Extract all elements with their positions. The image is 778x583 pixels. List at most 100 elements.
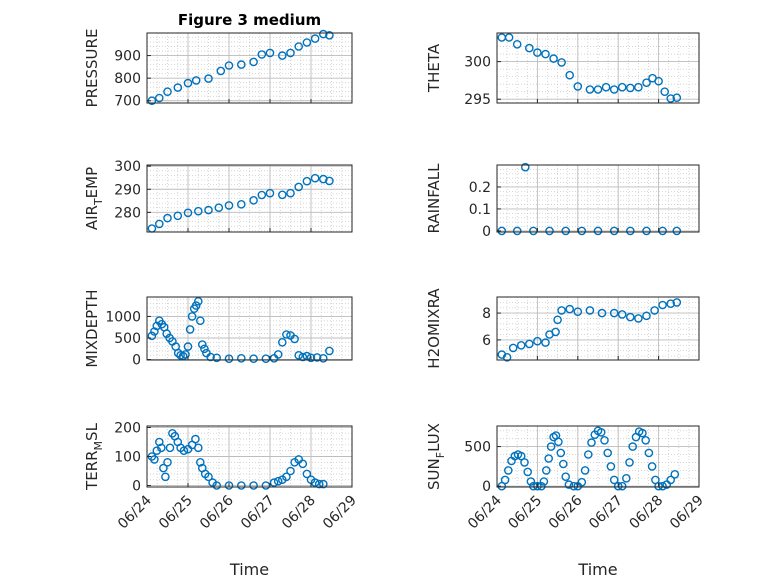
y-tick-label: 295: [464, 92, 491, 108]
data-point: [634, 314, 643, 323]
y-tick-label: 500: [114, 331, 141, 347]
x-tick-label: 06/26: [197, 492, 237, 532]
data-point: [312, 353, 322, 362]
x-tick-label: 06/28: [279, 493, 319, 533]
y-tick-label: 0.1: [469, 202, 491, 218]
data-point: [193, 206, 203, 216]
y-tick-label: 0: [482, 224, 491, 240]
x-axis-label: Time: [229, 560, 269, 579]
data-point: [660, 87, 670, 96]
data-point: [584, 450, 593, 459]
data-point: [183, 78, 193, 88]
data-point: [249, 481, 258, 490]
data-point: [310, 34, 320, 43]
data-point: [154, 437, 164, 447]
axes-box: [146, 296, 353, 361]
data-point: [200, 344, 209, 354]
data-point: [191, 434, 200, 444]
data-point: [654, 76, 663, 86]
data-point: [236, 353, 246, 363]
data-point: [500, 475, 510, 485]
data-point: [603, 448, 613, 458]
data-point: [654, 481, 663, 491]
data-point: [642, 78, 651, 87]
subplot-pressure: 700 800 900 PRESSURE Figure 3 medium: [83, 11, 353, 110]
data-point: [533, 481, 542, 491]
data-point: [193, 296, 203, 306]
data-point: [666, 299, 676, 309]
data-point: [257, 190, 267, 200]
data-point: [542, 466, 551, 475]
data-point: [156, 443, 166, 453]
data-point: [318, 479, 328, 489]
data-point: [533, 336, 542, 346]
data-point: [606, 462, 616, 471]
data-point: [504, 33, 514, 42]
y-tick-label: 900: [114, 49, 141, 65]
x-tick-label: 06/27: [586, 493, 626, 533]
data-point: [216, 66, 226, 76]
data-point: [204, 74, 213, 83]
data-point: [525, 43, 534, 53]
data-point: [191, 76, 201, 85]
data-point: [236, 481, 246, 490]
y-axis-label: PRESSURE: [83, 29, 101, 108]
data-point: [642, 226, 651, 236]
data-point: [236, 60, 246, 69]
data-point: [650, 306, 659, 315]
data-point: [559, 459, 568, 469]
data-point: [206, 352, 215, 362]
data-point: [154, 219, 164, 229]
axes-box: [496, 296, 700, 361]
x-tick-label: 06/24: [115, 492, 155, 532]
data-point: [609, 308, 619, 318]
data-point: [564, 480, 574, 489]
data-point: [609, 85, 619, 94]
data-point: [541, 49, 550, 59]
data-point: [154, 93, 164, 103]
data-point: [224, 354, 234, 364]
data-point: [325, 346, 334, 356]
data-point: [187, 312, 197, 321]
data-point: [647, 462, 657, 471]
data-point: [628, 442, 638, 451]
data-point: [273, 350, 283, 359]
data-point: [195, 457, 205, 467]
data-point: [613, 481, 623, 491]
y-tick-label: 8: [482, 306, 491, 322]
data-point: [551, 327, 560, 337]
subplot-rainfall: 0 0.1 0.2 RAINFALL: [425, 163, 700, 240]
y-tick-label: 290: [114, 182, 141, 198]
y-tick-label: 500: [464, 440, 491, 456]
data-point: [204, 205, 213, 215]
data-point: [597, 308, 607, 318]
data-point: [601, 82, 611, 92]
data-point: [265, 188, 275, 198]
data-point: [318, 353, 328, 363]
data-point: [183, 342, 193, 351]
data-point: [585, 85, 595, 94]
data-point: [179, 446, 189, 456]
data-point: [294, 350, 304, 360]
data-point: [224, 201, 234, 210]
data-point: [516, 340, 526, 350]
data-point: [556, 448, 566, 458]
data-point: [609, 475, 619, 485]
data-point: [236, 199, 246, 209]
data-point: [318, 29, 328, 39]
data-point: [557, 58, 566, 67]
data-point: [512, 40, 522, 49]
data-point: [204, 472, 213, 482]
data-point: [150, 455, 159, 464]
data-point: [306, 353, 316, 363]
data-point: [197, 340, 207, 349]
data-point: [265, 48, 275, 58]
data-point: [325, 30, 334, 40]
data-point: [163, 87, 172, 96]
y-tick-label: 300: [464, 55, 491, 71]
data-point: [533, 48, 542, 57]
data-point: [269, 478, 279, 487]
y-axis-label: RAINFALL: [425, 163, 443, 234]
data-point: [585, 306, 595, 315]
axes-box: [146, 32, 353, 104]
